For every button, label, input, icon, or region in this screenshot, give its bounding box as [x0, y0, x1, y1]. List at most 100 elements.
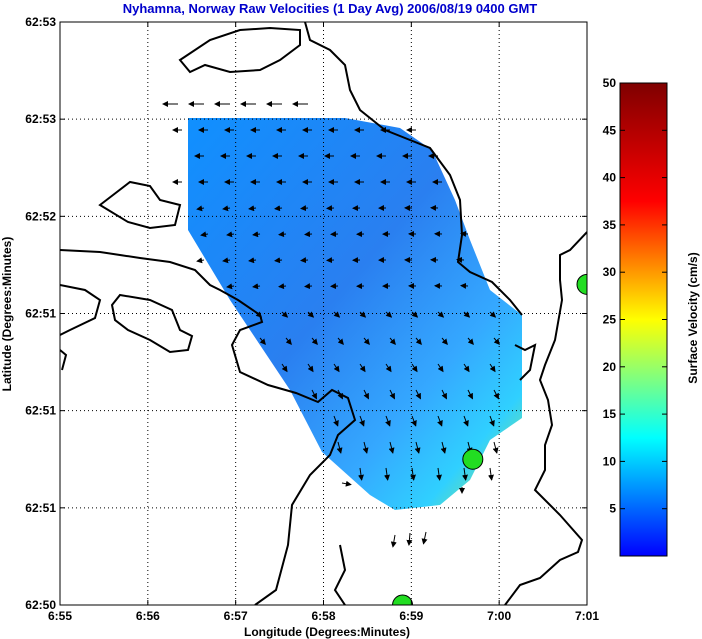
velocity-arrow [226, 231, 235, 238]
colorbar [619, 82, 668, 557]
velocity-arrow [467, 337, 474, 345]
velocity-arrow [304, 283, 313, 290]
velocity-field [188, 118, 522, 510]
velocity-arrow [437, 311, 445, 318]
velocity-arrow [489, 415, 495, 427]
velocity-arrow [222, 257, 231, 264]
velocity-arrow [248, 257, 257, 264]
velocity-arrow [255, 311, 263, 318]
station-marker [392, 594, 414, 605]
velocity-arrow [337, 389, 343, 400]
velocity-arrow [414, 441, 421, 454]
y-tick-label: 62:51 [25, 307, 56, 321]
velocity-arrow [248, 205, 257, 212]
colorbar-tick-label: 50 [603, 76, 617, 90]
x-axis: 6:55 6:56 6:57 6:58 6:59 7:00 7:01 [48, 22, 599, 623]
velocity-arrow [385, 415, 391, 427]
colorbar-tick-label: 15 [603, 407, 617, 421]
velocity-arrow [281, 311, 289, 318]
coastline [110, 293, 194, 354]
velocity-arrow [436, 467, 442, 481]
station-marker [462, 448, 484, 470]
station-marker [576, 273, 587, 295]
velocity-arrow [385, 363, 392, 373]
y-axis: 62:53 62:53 62:52 62:51 62:51 62:51 62:50 [25, 15, 587, 612]
velocity-arrow [196, 205, 205, 212]
velocity-arrow [411, 311, 419, 318]
velocity-arrow [196, 257, 205, 264]
velocity-arrow [252, 231, 261, 238]
velocity-arrow [441, 389, 447, 400]
velocity-arrow [341, 480, 352, 487]
velocity-arrow [463, 311, 471, 318]
velocity-arrow [359, 415, 365, 427]
velocity-arrow [226, 283, 235, 290]
x-tick-label: 6:56 [136, 609, 160, 623]
velocity-arrow [388, 441, 395, 454]
colorbar-tick-label: 5 [609, 502, 616, 516]
velocity-arrow [493, 389, 499, 400]
coastline [304, 22, 523, 316]
y-tick-label: 62:53 [25, 112, 56, 126]
colorbar-tick-label: 10 [603, 454, 617, 468]
velocity-arrow [389, 337, 396, 345]
coastline [60, 249, 357, 605]
colorbar-tick-label: 45 [603, 123, 617, 137]
velocity-arrow [411, 363, 418, 373]
velocity-arrow [278, 283, 287, 290]
coastline [178, 26, 301, 74]
y-tick-label: 62:52 [25, 209, 56, 223]
coastline [98, 180, 182, 230]
velocity-arrow [440, 441, 447, 454]
colorbar-tick-label: 25 [603, 313, 617, 327]
y-tick-label: 62:50 [25, 598, 56, 612]
velocity-arrow [384, 467, 390, 481]
colorbar-tick-label: 30 [603, 265, 617, 279]
y-tick-label: 62:51 [25, 501, 56, 515]
velocity-arrow [441, 337, 448, 345]
velocity-arrow [411, 415, 417, 427]
velocity-arrow [421, 531, 428, 545]
velocity-arrow [333, 415, 339, 427]
velocity-arrow [462, 467, 468, 481]
velocity-arrow [463, 415, 469, 427]
velocity-arrow [358, 467, 364, 481]
velocity-arrow [437, 363, 444, 373]
velocity-arrow [415, 389, 421, 400]
velocity-arrow [274, 257, 283, 264]
velocity-arrow [281, 363, 288, 373]
velocity-arrow [278, 231, 287, 238]
velocity-arrow [274, 205, 283, 212]
colorbar-tick-label: 35 [603, 218, 617, 232]
velocity-arrow [259, 337, 266, 345]
coastline [60, 349, 68, 371]
velocity-arrow [336, 441, 343, 454]
velocity-arrow [300, 257, 309, 264]
colorbar-tick-label: 20 [603, 360, 617, 374]
velocity-arrow [488, 467, 494, 481]
velocity-arrow [390, 534, 397, 548]
velocity-arrow [304, 231, 313, 238]
velocity-arrow [415, 337, 422, 345]
velocity-arrow [489, 363, 496, 373]
velocity-arrow [285, 337, 292, 345]
y-axis-label: Latitude (Degrees:Minutes) [0, 237, 14, 392]
velocity-arrow [467, 389, 473, 400]
velocity-arrow [437, 415, 443, 427]
velocity-arrow [333, 311, 341, 318]
velocity-arrow [363, 389, 369, 400]
y-tick-label: 62:51 [25, 404, 56, 418]
x-tick-label: 6:58 [311, 609, 335, 623]
velocity-arrow [200, 231, 209, 238]
x-tick-label: 6:57 [224, 609, 248, 623]
velocity-arrow [492, 441, 499, 454]
velocity-arrow [307, 311, 315, 318]
colorbar-tick-label: 40 [603, 171, 617, 185]
velocity-arrow [222, 205, 231, 212]
plot-area [60, 22, 587, 605]
velocity-arrow [359, 363, 366, 373]
velocity-arrow [311, 389, 317, 400]
x-tick-label: 6:59 [399, 609, 423, 623]
velocity-arrow [489, 311, 497, 318]
